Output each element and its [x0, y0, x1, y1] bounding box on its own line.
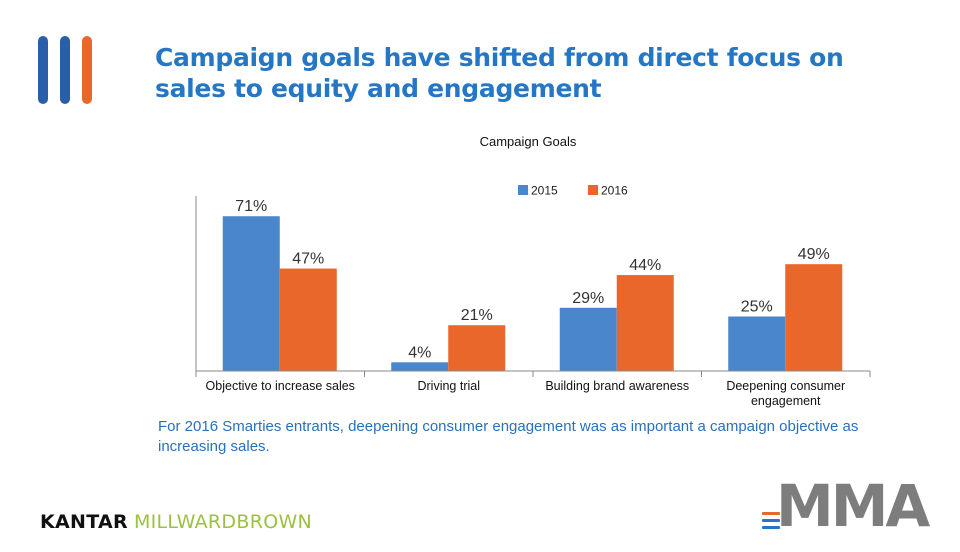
bar-2016-3	[785, 264, 843, 371]
mma-logo-text: MMA	[776, 472, 930, 540]
slide-title: Campaign goals have shifted from direct …	[155, 43, 844, 103]
category-label-0: Objective to increase sales	[206, 379, 355, 393]
bar-2015-3	[728, 316, 786, 371]
category-label-3: Deepening consumer engagement	[726, 379, 845, 408]
logo-bar-orange	[82, 36, 92, 104]
category-label-2: Building brand awareness	[545, 379, 689, 393]
bar-2015-2	[559, 307, 617, 371]
legend-label-2016: 2016	[601, 184, 628, 198]
data-label-2015-3: 25%	[741, 299, 773, 316]
data-label-2016-3: 49%	[798, 246, 830, 263]
data-label-2015-2: 29%	[572, 290, 604, 307]
data-label-2016-1: 21%	[461, 307, 493, 324]
mma-lines-icon	[762, 512, 780, 532]
bar-2015-0	[222, 216, 280, 371]
data-label-2015-1: 4%	[408, 344, 431, 361]
legend-swatch-2015	[518, 185, 528, 195]
data-label-2016-2: 44%	[629, 257, 661, 274]
slide-caption: For 2016 Smarties entrants, deepening co…	[158, 418, 859, 455]
chart-title: Campaign Goals	[480, 134, 577, 149]
bar-2016-2	[616, 275, 674, 371]
legend-swatch-2016	[588, 185, 598, 195]
bar-2016-1	[448, 325, 506, 371]
bar-2016-0	[279, 268, 337, 371]
category-label-1: Driving trial	[417, 379, 480, 393]
brand-bars-logo	[38, 36, 94, 104]
mma-logo: MMA	[762, 472, 942, 540]
data-label-2016-0: 47%	[292, 251, 324, 268]
logo-bar-blue-1	[38, 36, 48, 104]
data-label-2015-0: 71%	[235, 198, 267, 215]
legend-label-2015: 2015	[531, 184, 558, 198]
bar-2015-1	[391, 362, 449, 371]
millwardbrown-logo-text: MILLWARDBROWN	[133, 511, 313, 533]
kantar-logo-text: KANTAR	[40, 511, 128, 533]
logo-bar-blue-2	[60, 36, 70, 104]
kantar-millwardbrown-logo: KANTAR MILLWARDBROWN	[40, 511, 312, 535]
